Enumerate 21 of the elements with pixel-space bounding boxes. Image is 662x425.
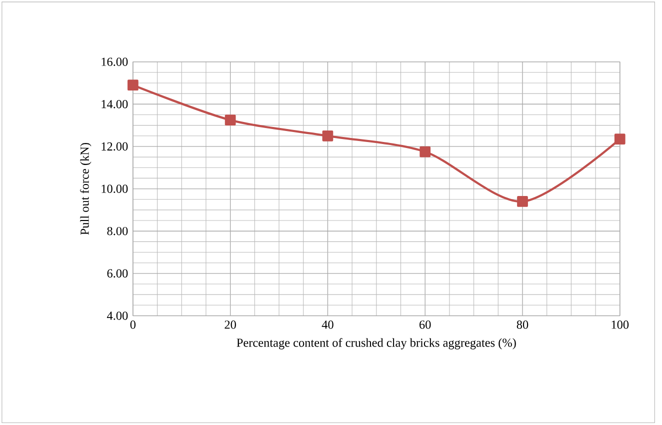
y-tick-label: 8.00 (107, 227, 128, 236)
y-tick-label: 16.00 (102, 58, 128, 66)
x-axis-title: Percentage content of crushed clay bricks aggregates (%) (236, 338, 516, 350)
point (322, 130, 334, 142)
x-tick-label: 0 (130, 320, 136, 329)
x-tick-label: 20 (224, 320, 236, 329)
x-tick-label: 100 (612, 320, 629, 329)
point (614, 134, 626, 145)
x-tick-label: 40 (322, 320, 334, 329)
point (224, 114, 236, 126)
point (517, 196, 528, 208)
y-tick-label: 12.00 (102, 142, 128, 151)
x-tick-label: 80 (516, 320, 528, 329)
y-tick-label: 10.00 (102, 184, 128, 194)
point (420, 146, 431, 158)
y-tick-label: 6.00 (107, 269, 128, 278)
point (128, 80, 138, 91)
y-axis-title: Pull out force (kN) (80, 143, 92, 235)
y-tick-label: 14.00 (102, 100, 128, 108)
x-tick-label: 60 (420, 320, 431, 329)
y-tick-label: 4.00 (106, 312, 128, 320)
